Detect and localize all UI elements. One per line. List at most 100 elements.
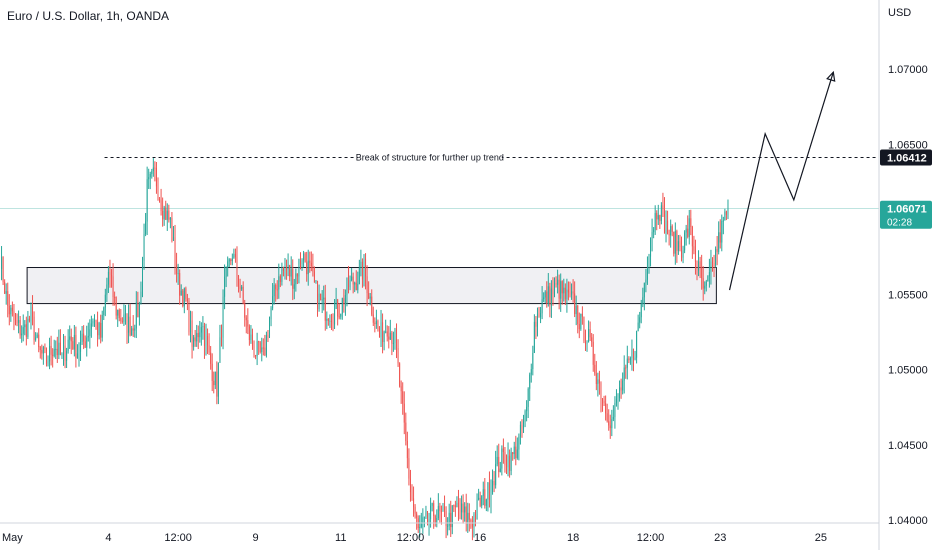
- candle-body: [554, 283, 556, 294]
- candle-body: [315, 281, 317, 283]
- candle-body: [273, 285, 275, 297]
- candle-body: [409, 478, 411, 493]
- candle-body: [5, 291, 7, 294]
- candle-body: [87, 335, 89, 338]
- candle-body: [361, 261, 363, 280]
- candle-body: [426, 511, 428, 523]
- candle-body: [250, 334, 252, 341]
- candle-body: [671, 226, 673, 232]
- candle-body: [451, 505, 453, 528]
- candle-body: [422, 517, 424, 523]
- candle-body: [335, 299, 337, 309]
- candle-body: [306, 262, 308, 275]
- candle-body: [625, 367, 627, 369]
- candle-body: [594, 364, 596, 374]
- candle-body: [478, 497, 480, 500]
- candle-body: [149, 173, 151, 178]
- candle-body: [239, 286, 241, 290]
- candle-body: [269, 319, 271, 338]
- candle-body: [461, 503, 463, 513]
- candle-body: [719, 232, 721, 243]
- annotation-label[interactable]: Break of structure for further up trend: [356, 153, 504, 163]
- candle-body: [121, 320, 123, 322]
- candle-body: [716, 249, 718, 252]
- candle-body: [290, 269, 292, 277]
- candle-body: [225, 267, 227, 277]
- candle-body: [217, 362, 219, 397]
- candle-body: [154, 167, 156, 169]
- candle-body: [519, 424, 521, 437]
- candle-body: [32, 306, 34, 317]
- candle-body: [471, 521, 473, 528]
- candle-body: [55, 348, 57, 350]
- time-axis[interactable]: May 4 12:00 9 11 12:00 16 18 12:00 23 25: [2, 532, 827, 544]
- time-tick-label: 16: [474, 532, 486, 544]
- candle-body: [605, 403, 607, 414]
- candle-body: [620, 387, 622, 391]
- candle-body: [372, 314, 374, 323]
- candle-body: [213, 380, 215, 386]
- candle-body: [160, 200, 162, 211]
- price-tick-label: 1.04500: [888, 440, 928, 452]
- candle-body: [292, 269, 294, 289]
- candle-body: [504, 452, 506, 466]
- candle-body: [10, 307, 12, 315]
- candle-body: [371, 296, 373, 315]
- candle-body: [349, 280, 351, 288]
- candle-body: [8, 305, 10, 315]
- candle-body: [564, 287, 566, 300]
- candle-body: [366, 276, 368, 294]
- price-axis[interactable]: 1.07000 1.06500 1.05500 1.05000 1.04500 1.040…: [888, 64, 928, 527]
- candle-body: [272, 296, 274, 309]
- candle-body: [715, 249, 717, 267]
- candle-body: [282, 268, 284, 271]
- candle-body: [210, 352, 212, 364]
- candle-body: [636, 331, 638, 358]
- candle-body: [495, 464, 497, 486]
- candle-body: [81, 333, 83, 343]
- candle-body: [453, 505, 455, 507]
- candle-body: [467, 512, 469, 522]
- candle-body: [521, 424, 523, 429]
- candle-body: [157, 186, 159, 200]
- candle-body: [11, 307, 13, 312]
- candle-body: [162, 210, 164, 220]
- candle-body: [532, 352, 534, 370]
- candle-body: [555, 283, 557, 285]
- candle-body: [541, 299, 543, 314]
- projection-path[interactable]: [728, 71, 834, 291]
- candle-body: [264, 347, 266, 356]
- candle-body: [318, 293, 320, 309]
- candle-body: [228, 259, 230, 262]
- candle-body: [588, 329, 590, 343]
- candle-body: [286, 268, 288, 270]
- candle-body: [114, 297, 116, 299]
- candle-body: [642, 297, 644, 305]
- candle-body: [718, 232, 720, 252]
- candle-body: [341, 298, 343, 314]
- candle-body: [262, 347, 264, 349]
- candle-body: [166, 210, 168, 220]
- candle-body: [18, 320, 20, 323]
- candle-body: [78, 351, 80, 354]
- candle-body: [340, 313, 342, 317]
- candle-body: [38, 334, 40, 348]
- candle-body: [632, 348, 634, 360]
- candle-body: [536, 313, 538, 327]
- candle-body: [538, 313, 540, 318]
- candle-body: [445, 511, 447, 526]
- candle-body: [151, 171, 153, 174]
- candle-body: [360, 261, 362, 268]
- candle-body: [567, 289, 569, 293]
- candle-body: [468, 512, 470, 520]
- price-tags: 1.06412 1.06071 02:28: [880, 149, 932, 229]
- candle-body: [64, 345, 66, 361]
- candle-body: [698, 261, 700, 271]
- candle-body: [324, 297, 326, 321]
- candle-body: [220, 337, 222, 339]
- candle-body: [454, 505, 456, 508]
- candle-body: [256, 341, 258, 357]
- candle-body: [597, 379, 599, 385]
- candle-body: [238, 275, 240, 287]
